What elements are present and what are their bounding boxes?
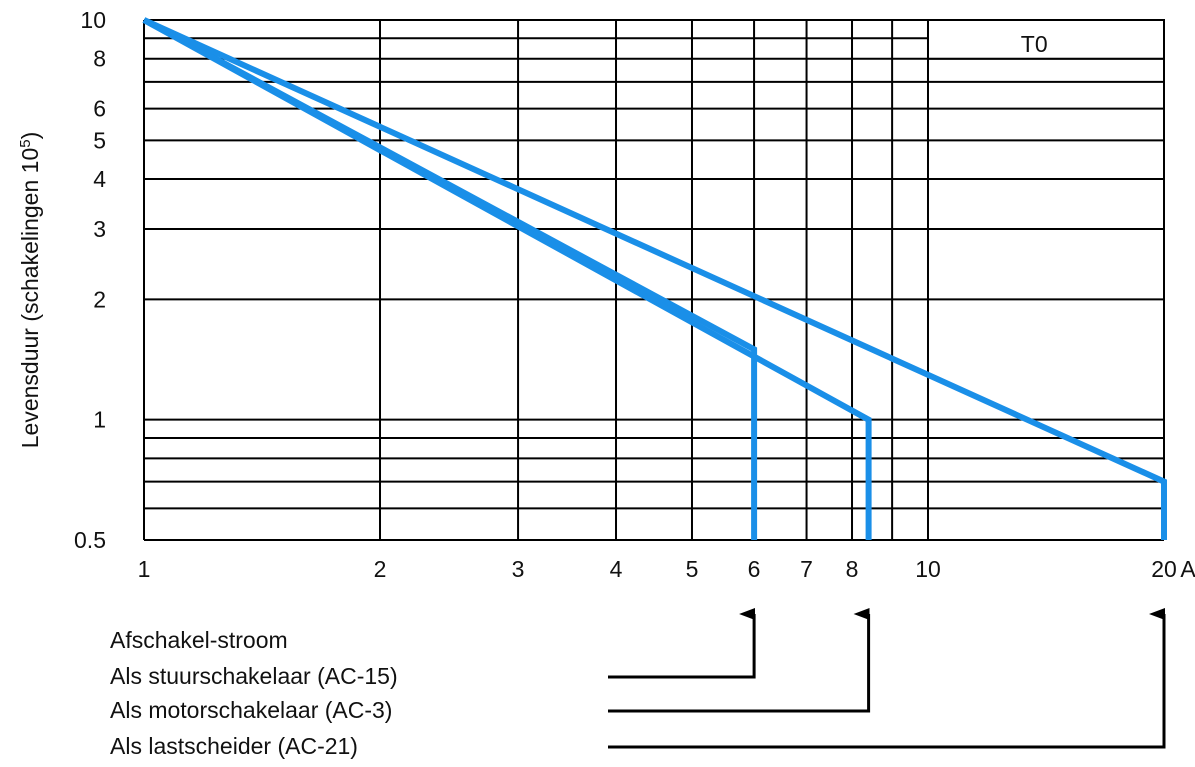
y-tick-label: 2	[93, 286, 106, 312]
x-tick-label: 20	[1151, 556, 1177, 582]
x-tick-label: 4	[610, 556, 623, 582]
series-line-2	[142, 17, 872, 540]
x-tick-label: 3	[512, 556, 525, 582]
y-tick-label: 0.5	[74, 527, 106, 553]
grid	[143, 19, 1165, 541]
y-tick-label: 5	[93, 127, 106, 153]
x-tick-label: 10	[915, 556, 941, 582]
legend-item-label: Als stuurschakelaar (AC-15)	[110, 663, 398, 689]
y-tick-labels: 10 8 6 5 4 3 2 1 0.5	[74, 7, 106, 553]
series-line-1	[142, 17, 758, 540]
series-line-3	[142, 17, 1167, 540]
x-tick-labels: 1 2 3 4 5 6 7 8 10 20 A	[138, 556, 1195, 582]
legend: Afschakel-stroom Als stuurschakelaar (AC…	[110, 608, 1166, 759]
y-axis-label-exponent: 5	[17, 139, 34, 147]
series	[142, 17, 1167, 540]
y-tick-label: 8	[93, 46, 106, 72]
x-tick-label: 1	[138, 556, 151, 582]
x-tick-label: 7	[800, 556, 813, 582]
x-tick-label: 8	[846, 556, 859, 582]
y-tick-label: 10	[80, 7, 106, 33]
legend-arrow	[608, 608, 756, 679]
t0-label: T0	[1021, 31, 1048, 57]
legend-item-label: Als lastscheider (AC-21)	[110, 733, 358, 759]
y-tick-label: 1	[93, 407, 106, 433]
y-axis-label: Levensduur (schakelingen 105)	[17, 132, 44, 449]
x-tick-label: 5	[686, 556, 699, 582]
legend-title: Afschakel-stroom	[110, 627, 288, 653]
x-unit-label: A	[1180, 556, 1195, 582]
y-tick-label: 4	[93, 166, 106, 192]
legend-item-label: Als motorschakelaar (AC-3)	[110, 697, 392, 723]
t0-box: T0	[926, 19, 1165, 60]
x-tick-label: 6	[748, 556, 761, 582]
y-tick-label: 6	[93, 96, 106, 122]
x-tick-label: 2	[374, 556, 387, 582]
y-axis-label-main: Levensduur (schakelingen 10	[17, 148, 43, 448]
legend-arrow	[608, 608, 1166, 749]
y-tick-label: 3	[93, 216, 106, 242]
y-axis-label-close: )	[17, 132, 43, 140]
legend-arrow	[608, 608, 871, 713]
